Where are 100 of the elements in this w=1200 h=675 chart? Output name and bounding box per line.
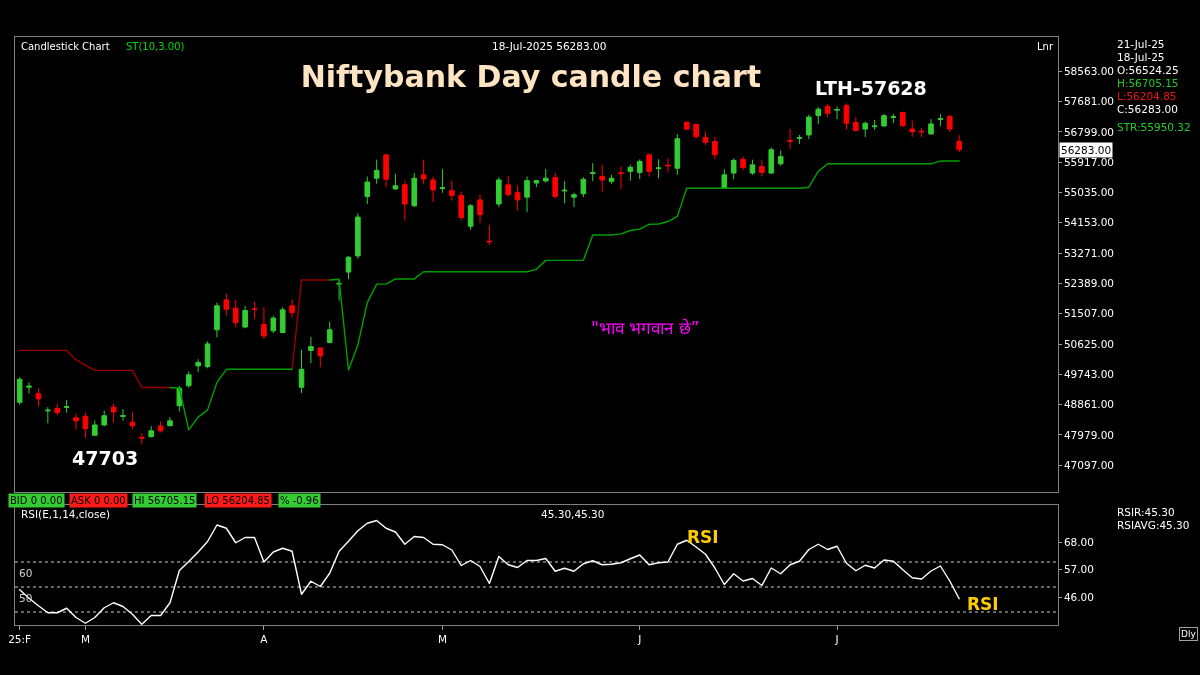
x-tick-label: M [437,632,447,645]
candlestick [787,128,793,150]
y-tick-label: 51507.00 [1063,307,1115,320]
annotation: 18-Jul-2025 56283.00 [492,40,607,52]
candlestick [336,279,342,302]
candlestick [646,152,652,178]
x-tick-label: A [260,632,269,645]
annotation: % -0.96 [280,495,319,506]
y-tick-label: 49743.00 [1063,368,1115,381]
candlestick [355,212,361,260]
candlestick [693,123,699,140]
candlestick [148,425,154,438]
candlestick [110,403,117,424]
candlestick [54,403,61,416]
y-tick-label: 68.00 [1063,535,1094,548]
candlestick [946,114,953,133]
candlestick [35,387,42,407]
annotation: RSI [967,594,999,614]
candlestick [223,293,230,317]
candlestick [881,113,887,128]
candlestick [806,114,812,140]
annotation: ASK 0 0.00 [71,495,126,506]
y-tick-label: 55917.00 [1063,155,1115,168]
text: Niftybank Day candle chart [300,58,762,94]
candlestick [674,133,681,176]
candlestick [937,113,944,127]
candlestick [439,168,446,194]
candlestick [524,176,530,213]
x-tick-label: 25:F [8,632,32,645]
candlestick [16,376,23,406]
y-tick-label: 56799.00 [1063,125,1115,138]
candlestick [580,176,587,198]
candlestick [430,176,436,203]
annotation: ST(10,3.00) [126,41,185,52]
candlestick [383,153,389,188]
annotation: HI 56705.15 [134,495,196,506]
candlestick [712,136,718,160]
annotation: RSI(E,1,14,close) [21,508,110,520]
candlestick [862,121,869,138]
candlestick [157,421,164,434]
candlestick [909,120,916,138]
candlestick [138,432,145,445]
candlestick [449,180,455,202]
annotation: LTH-57628 [815,77,927,99]
y-tick-label: 57681.00 [1063,95,1115,108]
y-tick-label: 50625.00 [1063,337,1115,350]
annotation: Lnr [1037,41,1054,52]
candlestick [796,134,803,145]
candlestick [420,159,427,185]
y-tick-label: 47097.00 [1063,458,1115,471]
candlestick [232,299,239,328]
text: STR:55950.32 [1117,121,1191,133]
text: 21-Jul-25 [1117,38,1165,50]
candlestick [608,174,615,185]
candlestick [561,180,568,204]
candlestick [900,111,906,128]
candlestick [204,340,211,369]
y-tick-label: 47979.00 [1063,428,1115,441]
text: O:56524.25 [1117,64,1179,76]
text: 56283.00 [1061,144,1112,156]
candlestick [345,255,352,280]
candlestick [120,408,126,422]
candlestick [392,173,399,191]
text: Dly [1181,629,1197,639]
text: H:56705.15 [1117,77,1179,89]
candlestick [768,146,775,175]
text: 18-Jul-25 [1117,51,1165,63]
candlestick [242,305,248,329]
y-tick-label: 53271.00 [1063,246,1115,259]
candlestick [749,159,756,176]
candlestick [467,203,474,231]
annotation: RSI [687,527,719,547]
candlestick [458,191,465,222]
candlestick [665,157,671,173]
candlestick [730,157,737,180]
text: RSIAVG:45.30 [1117,519,1190,531]
candlestick [618,166,624,190]
candlestick [289,298,295,318]
candlestick [683,121,690,131]
candlestick [834,105,840,120]
candlestick [129,411,136,430]
y-tick-label: 58563.00 [1063,64,1115,77]
candlestick [195,358,201,373]
candlestick [721,168,728,190]
candlestick [45,406,51,424]
candlestick [185,370,192,389]
candlestick [871,119,878,131]
annotation: LO 56204.85 [206,495,270,506]
candlestick [298,349,305,394]
candlestick [777,149,784,167]
candlestick [214,302,220,338]
text: C:56283.00 [1117,103,1178,115]
candlestick [373,159,380,185]
candlestick [636,158,643,180]
candlestick [542,168,549,182]
candlestick [843,102,850,131]
candlestick [279,306,286,334]
x-tick-label: J [637,632,642,645]
candlestick [918,127,925,138]
candlestick [740,156,746,171]
